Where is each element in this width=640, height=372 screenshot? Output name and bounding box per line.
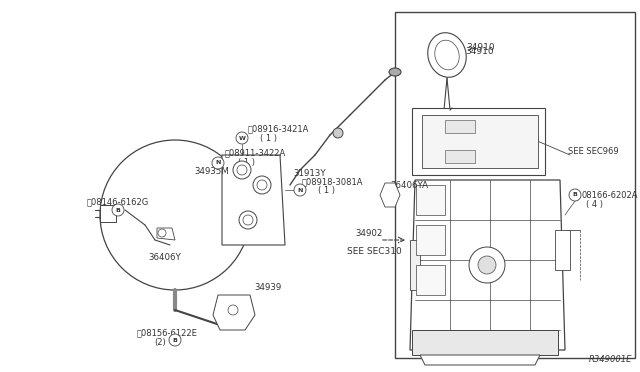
- Text: (2): (2): [154, 337, 166, 346]
- Text: Ⓠ08918-3081A: Ⓠ08918-3081A: [302, 177, 364, 186]
- Text: B: B: [173, 337, 177, 343]
- Circle shape: [236, 132, 248, 144]
- Text: B: B: [573, 192, 577, 198]
- Polygon shape: [157, 228, 175, 240]
- Text: ( 1 ): ( 1 ): [238, 157, 255, 167]
- Text: (2): (2): [104, 206, 116, 215]
- Polygon shape: [100, 205, 116, 222]
- Polygon shape: [410, 240, 420, 290]
- Text: W: W: [239, 135, 245, 141]
- Ellipse shape: [428, 33, 467, 77]
- Text: SEE SEC969: SEE SEC969: [568, 148, 619, 157]
- Circle shape: [333, 128, 343, 138]
- Circle shape: [294, 184, 306, 196]
- Text: R349001E: R349001E: [589, 355, 632, 364]
- Text: 34939: 34939: [254, 282, 281, 292]
- Circle shape: [112, 204, 124, 216]
- Polygon shape: [420, 355, 540, 365]
- Text: ⒲08156-6122E: ⒲08156-6122E: [137, 328, 198, 337]
- Text: Ⓡ08916-3421A: Ⓡ08916-3421A: [248, 125, 309, 134]
- Circle shape: [100, 140, 250, 290]
- Ellipse shape: [389, 68, 401, 76]
- Circle shape: [158, 229, 166, 237]
- Polygon shape: [410, 180, 565, 350]
- Circle shape: [228, 305, 238, 315]
- Circle shape: [233, 161, 251, 179]
- Polygon shape: [380, 183, 400, 207]
- Text: Ⓠ08911-3422A: Ⓠ08911-3422A: [225, 148, 286, 157]
- Text: 36406YA: 36406YA: [390, 180, 428, 189]
- Ellipse shape: [435, 40, 460, 70]
- Polygon shape: [412, 330, 558, 355]
- Text: 34935M: 34935M: [194, 167, 229, 176]
- Polygon shape: [412, 108, 545, 175]
- Text: 36406Y: 36406Y: [148, 253, 180, 263]
- Text: N: N: [215, 160, 221, 166]
- Text: 31913Y: 31913Y: [293, 169, 326, 177]
- Text: 34910: 34910: [465, 48, 493, 57]
- Text: B: B: [116, 208, 120, 212]
- Polygon shape: [445, 120, 475, 133]
- Circle shape: [237, 165, 247, 175]
- Text: ⒲08146-6162G: ⒲08146-6162G: [87, 198, 149, 206]
- Text: ( 1 ): ( 1 ): [260, 134, 277, 142]
- Text: 34902: 34902: [355, 228, 382, 237]
- Polygon shape: [416, 265, 445, 295]
- Text: N: N: [298, 187, 303, 192]
- Circle shape: [257, 180, 267, 190]
- Circle shape: [569, 189, 581, 201]
- Text: 34910: 34910: [466, 44, 495, 52]
- Polygon shape: [416, 225, 445, 255]
- Circle shape: [253, 176, 271, 194]
- Polygon shape: [222, 155, 285, 245]
- Polygon shape: [416, 185, 445, 215]
- Text: 08166-6202A: 08166-6202A: [581, 190, 637, 199]
- Circle shape: [239, 211, 257, 229]
- Polygon shape: [555, 230, 570, 270]
- Circle shape: [212, 157, 224, 169]
- Text: SEE SEC310: SEE SEC310: [347, 247, 402, 257]
- Circle shape: [169, 334, 181, 346]
- Polygon shape: [213, 295, 255, 330]
- Polygon shape: [422, 115, 538, 168]
- Polygon shape: [445, 150, 475, 163]
- Circle shape: [243, 215, 253, 225]
- Text: ( 4 ): ( 4 ): [586, 201, 603, 209]
- Circle shape: [469, 247, 505, 283]
- Circle shape: [478, 256, 496, 274]
- Polygon shape: [395, 12, 635, 358]
- Text: ( 1 ): ( 1 ): [318, 186, 335, 196]
